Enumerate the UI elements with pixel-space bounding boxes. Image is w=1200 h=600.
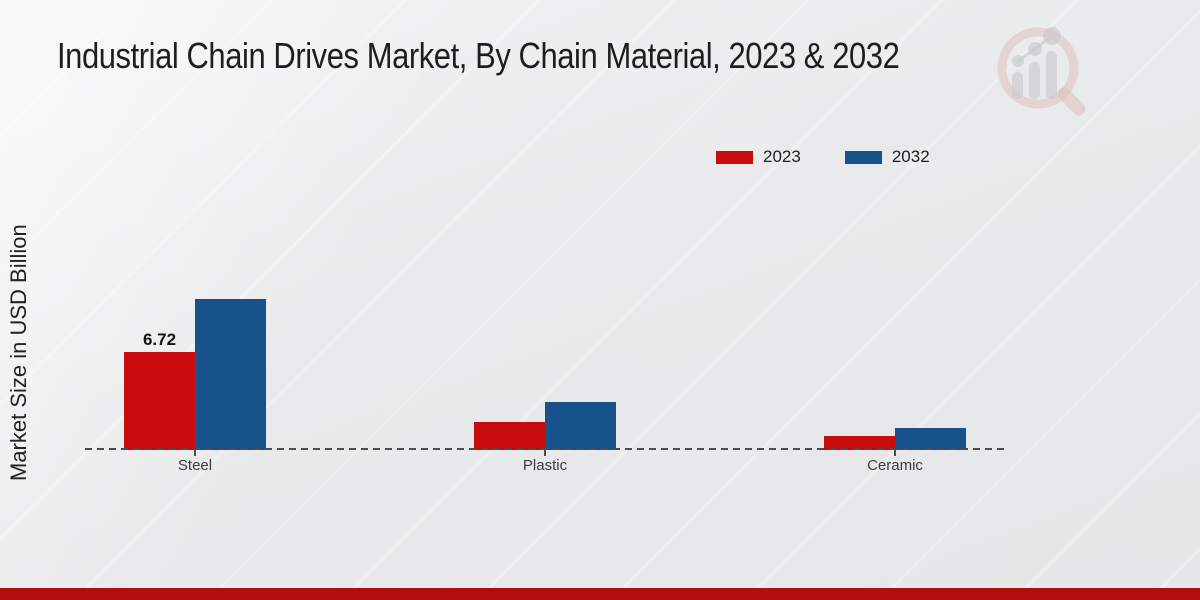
bar-value-label: 6.72 [142,330,177,349]
bar-2023-steel [124,352,195,450]
zero-axis-dashed-line [85,448,1007,450]
legend-swatch-2032-icon [844,150,882,164]
axis-tick-steel [194,450,196,456]
legend: 2023 2032 [716,147,930,167]
bar-2023-ceramic [824,436,895,450]
footer-accent-bar [0,588,1200,600]
legend-swatch-2023-icon [716,150,753,164]
bar-2032-plastic [545,402,616,450]
category-label-plastic: Plastic [522,457,568,474]
page-title: Industrial Chain Drives Market, By Chain… [57,35,900,76]
legend-label-2032: 2032 [891,147,930,166]
magnifier-bar-chart-watermark-icon [997,27,1086,116]
axis-tick-plastic [544,450,546,456]
bar-2032-steel [195,299,266,450]
axis-tick-ceramic [894,450,896,456]
bar-2023-plastic [474,422,545,450]
category-label-steel: Steel [177,457,213,474]
legend-item-2032: 2032 [844,147,930,167]
legend-item-2023: 2023 [716,147,801,167]
legend-label-2023: 2023 [763,147,801,166]
bar-2032-ceramic [895,428,966,450]
category-label-ceramic: Ceramic [867,457,923,474]
